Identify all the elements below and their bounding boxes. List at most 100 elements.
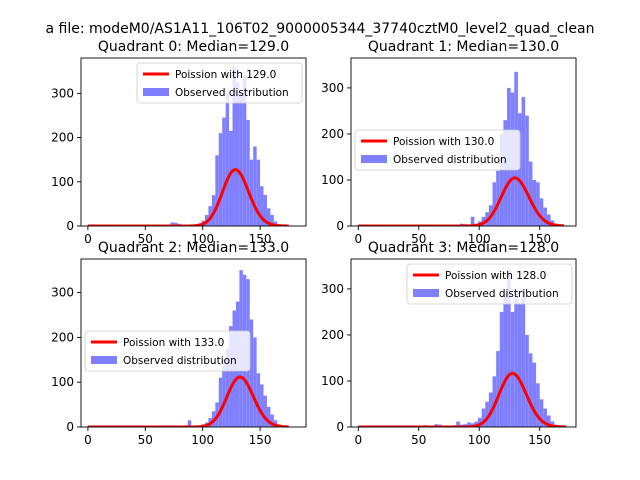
histogram-bar: [218, 133, 223, 226]
y-tick-label: 200: [51, 330, 74, 344]
histogram-bar: [546, 214, 551, 226]
histogram-bar: [514, 288, 518, 427]
histogram-bar: [239, 93, 243, 226]
subplot-quadrant-1: 0 50 100 150 0 100 200 300 Quadrant 1: Median=13…: [321, 39, 577, 246]
legend: Poission with 130.0 Observed distribution: [354, 129, 521, 171]
y-tick-label: 200: [321, 328, 344, 342]
y-tick-label: 0: [66, 420, 74, 434]
figure-suptitle: a file: modeM0/AS1A11_106T02_9000005344_…: [46, 21, 595, 37]
subplot-title: Quadrant 3: Median=128.0: [368, 240, 559, 256]
histogram-bar: [492, 182, 497, 226]
histogram-bar: [467, 422, 471, 427]
histogram-bar: [536, 383, 540, 427]
legend-box: [136, 62, 303, 104]
histogram-bar: [543, 408, 547, 427]
legend-label: Observed distribution: [175, 87, 289, 99]
x-tick-label: 0: [84, 433, 92, 447]
histogram-bar: [229, 130, 233, 226]
x-tick-label: 100: [191, 433, 214, 447]
x-tick-label: 150: [249, 232, 272, 246]
histogram-bar: [456, 421, 460, 427]
histogram-bar: [253, 337, 257, 427]
histogram-bar: [521, 288, 526, 427]
histogram-bar: [474, 421, 479, 427]
plot-area: [87, 66, 290, 226]
histogram-bar: [235, 82, 240, 226]
x-tick-label: 100: [468, 433, 491, 447]
histogram-bar: [256, 159, 261, 226]
histogram-bar: [242, 75, 247, 226]
legend: Poission with 133.0 Observed distribution: [84, 330, 251, 372]
histogram-bar: [517, 302, 522, 427]
x-tick-label: 50: [411, 433, 426, 447]
histogram-bar: [263, 395, 267, 427]
histogram-bar: [273, 420, 278, 427]
legend-bar-swatch: [361, 155, 387, 163]
histogram-bar: [539, 198, 544, 226]
histogram-bar: [503, 120, 508, 226]
x-tick-label: 150: [249, 433, 272, 447]
y-tick-label: 100: [51, 175, 74, 189]
histogram-bar: [525, 115, 529, 226]
x-tick-label: 0: [354, 232, 362, 246]
histogram-bar: [485, 401, 489, 427]
legend-bar-swatch: [91, 356, 117, 364]
histogram-bar: [496, 351, 500, 427]
legend: Poission with 129.0 Observed distribution: [136, 62, 303, 104]
histogram-bar: [173, 222, 178, 226]
histogram-bar: [528, 353, 533, 427]
y-tick-label: 300: [51, 286, 74, 300]
legend-box: [354, 129, 521, 171]
histogram-bar: [543, 207, 547, 226]
x-tick-label: 150: [528, 433, 551, 447]
y-tick-label: 300: [321, 282, 344, 296]
legend-label: Poission with 129.0: [175, 69, 276, 81]
histogram-bar: [263, 195, 267, 226]
y-tick-label: 100: [321, 173, 344, 187]
histogram-bar: [253, 146, 257, 226]
histogram-bar: [525, 334, 529, 427]
legend-label: Poission with 133.0: [123, 337, 224, 349]
histogram-bar: [222, 117, 226, 226]
histogram-bar: [517, 113, 522, 226]
histogram-bar: [492, 376, 497, 427]
legend-label: Observed distribution: [123, 355, 237, 367]
y-tick-label: 100: [321, 374, 344, 388]
legend-box: [84, 330, 251, 372]
histogram-bar: [470, 216, 475, 226]
histogram-bar: [481, 408, 486, 427]
histogram-bar: [478, 417, 482, 427]
histogram-bar: [170, 222, 174, 226]
histogram-bar: [187, 420, 192, 427]
legend-label: Observed distribution: [445, 288, 559, 300]
legend-bar-swatch: [413, 289, 439, 297]
subplot-quadrant-0: 0 50 100 150 0 100 200 300 Quadrant 0: Median=12…: [51, 39, 307, 246]
histogram-bar: [218, 377, 223, 427]
histogram-bar: [260, 384, 264, 427]
histogram-bar: [246, 119, 250, 226]
histogram-bar: [499, 311, 504, 427]
histogram-bar: [536, 182, 540, 226]
legend-label: Poission with 130.0: [393, 136, 494, 148]
histogram-bar: [215, 155, 219, 226]
legend-box: [406, 263, 573, 305]
subplot-grid: 0 50 100 150 0 100 200 300 Quadrant 0: Median=12…: [51, 39, 577, 447]
subplot-title: Quadrant 0: Median=129.0: [98, 39, 289, 55]
x-tick-label: 0: [84, 232, 92, 246]
histogram-bar: [532, 179, 537, 226]
x-tick-label: 150: [528, 232, 551, 246]
y-tick-label: 100: [51, 375, 74, 389]
histogram-bar: [539, 399, 544, 427]
y-tick-label: 0: [66, 219, 74, 233]
x-tick-label: 100: [468, 232, 491, 246]
histogram-bar: [260, 186, 264, 226]
histogram-bar: [521, 97, 526, 226]
histogram-bar: [225, 93, 230, 226]
y-tick-label: 0: [336, 219, 344, 233]
x-tick-label: 0: [354, 433, 362, 447]
legend: Poission with 128.0 Observed distribution: [406, 263, 573, 305]
histogram-bar: [249, 319, 254, 427]
histogram-bar: [270, 414, 274, 427]
histogram-bar: [528, 161, 533, 226]
